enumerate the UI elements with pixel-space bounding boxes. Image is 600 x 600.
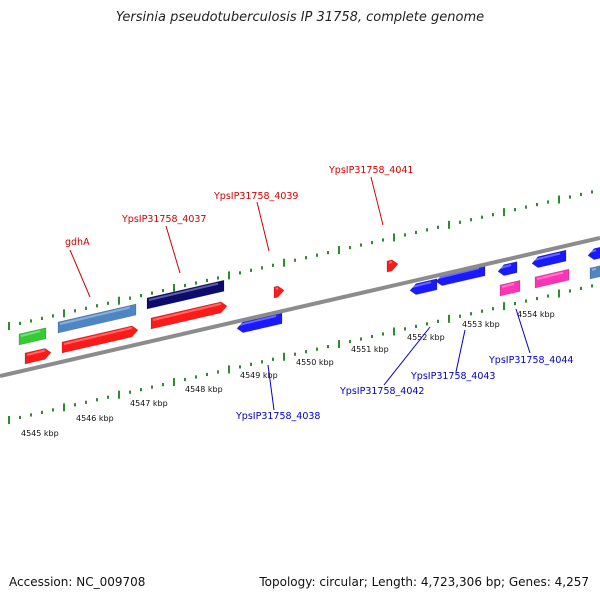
- leader-4041: [370, 176, 384, 226]
- gene-blue: [531, 249, 567, 268]
- genome-backbone: [0, 236, 600, 378]
- accession-text: Accession: NC_009708: [9, 575, 146, 589]
- upper-tick-row: [8, 190, 593, 330]
- lower-tick-row: [8, 284, 593, 424]
- gene-navy: [146, 279, 225, 310]
- leader-4037: [165, 225, 181, 274]
- leader-4044: [515, 308, 531, 354]
- gene-steel-edge: [589, 265, 600, 280]
- gene-green-shine: [20, 330, 41, 337]
- leader-gdhA: [69, 249, 91, 298]
- gene-blue-shine: [238, 315, 277, 326]
- gene-pink-shine: [501, 282, 515, 288]
- gene-red: [24, 348, 52, 365]
- gene-red-shine: [152, 302, 222, 321]
- kbp-label: 4548 kbp: [185, 385, 223, 394]
- genome-summary-text: Topology: circular; Length: 4,723,306 bp…: [259, 575, 589, 589]
- kbp-label: 4553 kbp: [462, 320, 500, 329]
- gene-navy-shine: [148, 282, 219, 301]
- gene-red-shine: [26, 349, 46, 356]
- leader-4042: [383, 326, 431, 386]
- gene-label-4044[interactable]: YpsIP31758_4044: [488, 355, 573, 366]
- gene-red: [150, 301, 228, 330]
- gene-steel-shine: [59, 306, 131, 325]
- gene-label-4039[interactable]: YpsIP31758_4039: [213, 191, 298, 202]
- leader-4039: [256, 201, 270, 252]
- gene-blue-shine: [589, 249, 597, 253]
- label-leaders: [69, 176, 531, 411]
- gene-blue-shine: [533, 252, 561, 261]
- gene-red: [61, 325, 139, 354]
- gene-features: [18, 246, 600, 365]
- kbp-label: 4551 kbp: [351, 345, 389, 354]
- gene-label-4041[interactable]: YpsIP31758_4041: [328, 165, 413, 176]
- gene-blue: [587, 246, 600, 260]
- gene-blue-shine: [437, 267, 480, 279]
- gene-label-4043[interactable]: YpsIP31758_4043: [410, 371, 495, 382]
- kbp-label: 4545 kbp: [21, 429, 59, 438]
- gene-red-small: [273, 285, 285, 299]
- gene-labels: gdhA YpsIP31758_4037 YpsIP31758_4039 Yps…: [65, 165, 573, 422]
- gene-red-shine: [63, 326, 133, 345]
- gene-label-gdhA[interactable]: gdhA: [65, 237, 90, 248]
- gene-label-4042[interactable]: YpsIP31758_4042: [339, 386, 424, 397]
- gene-blue: [409, 278, 438, 295]
- leader-4043: [455, 329, 466, 373]
- leader-4038: [267, 364, 275, 411]
- gene-red-tiny-shine: [388, 260, 393, 264]
- kbp-label: 4546 kbp: [76, 414, 114, 423]
- kbp-scale: 4545 kbp 4546 kbp 4547 kbp 4548 kbp 4549…: [21, 310, 555, 438]
- gene-pink: [499, 280, 521, 297]
- kbp-label: 4554 kbp: [517, 310, 555, 319]
- gene-steel: [57, 303, 137, 334]
- gene-blue-shine: [411, 281, 432, 288]
- gene-red-small-shine: [275, 287, 279, 290]
- gene-green: [18, 327, 47, 346]
- kbp-label: 4547 kbp: [130, 399, 168, 408]
- gene-red-tiny: [386, 259, 399, 273]
- gene-pink: [534, 268, 570, 289]
- gene-pink-shine: [536, 271, 564, 280]
- genome-title: Yersinia pseudotuberculosis IP 31758, co…: [115, 10, 485, 25]
- kbp-label: 4549 kbp: [240, 371, 278, 380]
- kbp-label: 4550 kbp: [296, 358, 334, 367]
- gene-label-4038[interactable]: YpsIP31758_4038: [235, 411, 320, 422]
- gene-blue: [497, 261, 518, 276]
- gene-steel-edge-shine: [591, 267, 597, 271]
- gene-blue-shine: [499, 264, 512, 269]
- kbp-label: 4552 kbp: [407, 333, 445, 342]
- gene-label-4037[interactable]: YpsIP31758_4037: [121, 214, 206, 225]
